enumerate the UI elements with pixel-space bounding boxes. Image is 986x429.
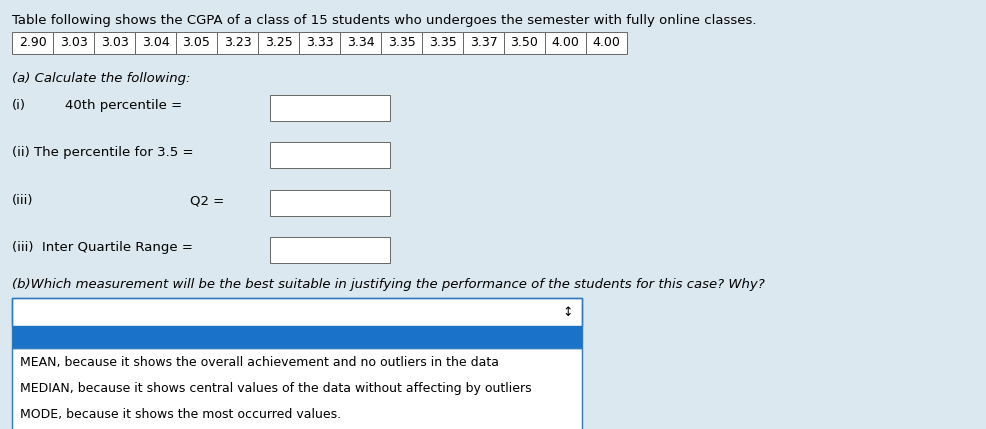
Text: 3.35: 3.35 (428, 36, 456, 49)
Bar (339, 32, 381, 54)
Bar (544, 32, 586, 54)
Bar (257, 32, 299, 54)
Text: (b)Which measurement will be the best suitable in justifying the performance of : (b)Which measurement will be the best su… (12, 278, 764, 291)
Bar (12, 348, 582, 429)
Bar (12, 32, 53, 54)
Text: (iii)  Inter Quartile Range =: (iii) Inter Quartile Range = (12, 241, 192, 254)
Bar (270, 237, 389, 263)
Bar (12, 298, 582, 348)
Bar (270, 95, 389, 121)
Text: 3.33: 3.33 (306, 36, 333, 49)
Bar (53, 32, 94, 54)
Bar (12, 326, 582, 348)
Bar (217, 32, 257, 54)
Bar (270, 142, 389, 168)
Text: 3.50: 3.50 (510, 36, 538, 49)
Bar (299, 32, 339, 54)
Bar (422, 32, 462, 54)
Text: 3.23: 3.23 (224, 36, 251, 49)
Bar (270, 190, 389, 216)
Text: 3.37: 3.37 (469, 36, 497, 49)
Text: (i): (i) (12, 99, 26, 112)
Bar (94, 32, 135, 54)
Text: 40th percentile =: 40th percentile = (65, 99, 182, 112)
Text: 3.05: 3.05 (182, 36, 210, 49)
Text: 3.03: 3.03 (59, 36, 88, 49)
Text: (a) Calculate the following:: (a) Calculate the following: (12, 72, 190, 85)
Bar (12, 298, 582, 326)
Text: MODE, because it shows the most occurred values.: MODE, because it shows the most occurred… (20, 408, 341, 421)
Text: Table following shows the CGPA of a class of 15 students who undergoes the semes: Table following shows the CGPA of a clas… (12, 14, 755, 27)
Text: Q2 =: Q2 = (190, 194, 224, 207)
Bar (462, 32, 504, 54)
Text: ↕: ↕ (562, 305, 573, 318)
Text: (iii): (iii) (12, 194, 34, 207)
Bar (586, 32, 626, 54)
Text: 4.00: 4.00 (592, 36, 620, 49)
Bar (176, 32, 217, 54)
Text: MEAN, because it shows the overall achievement and no outliers in the data: MEAN, because it shows the overall achie… (20, 356, 499, 369)
Text: 2.90: 2.90 (19, 36, 46, 49)
Text: 4.00: 4.00 (551, 36, 579, 49)
Text: (ii) The percentile for 3.5 =: (ii) The percentile for 3.5 = (12, 146, 193, 159)
Bar (504, 32, 544, 54)
Text: 3.35: 3.35 (387, 36, 415, 49)
Text: 3.04: 3.04 (141, 36, 170, 49)
Bar (135, 32, 176, 54)
Text: 3.25: 3.25 (264, 36, 292, 49)
Text: 3.34: 3.34 (346, 36, 374, 49)
Text: 3.03: 3.03 (101, 36, 128, 49)
Text: MEDIAN, because it shows central values of the data without affecting by outlier: MEDIAN, because it shows central values … (20, 382, 531, 395)
Bar (381, 32, 422, 54)
